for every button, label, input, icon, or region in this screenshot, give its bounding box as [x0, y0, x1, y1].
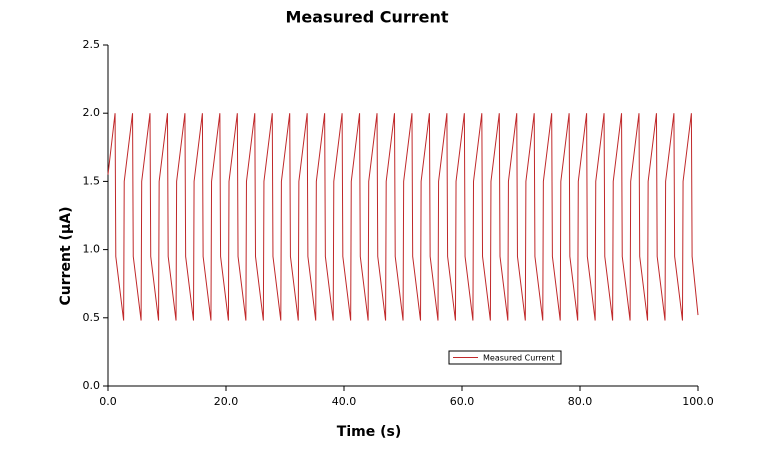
y-tick-label: 2.5 [83, 38, 101, 51]
x-tick-label: 80.0 [568, 395, 593, 408]
x-axis-label: Time (s) [337, 424, 401, 440]
series-line [107, 113, 699, 321]
y-tick-label: 0.0 [83, 379, 101, 392]
legend [448, 350, 562, 365]
y-tick-label: 1.5 [83, 174, 101, 187]
y-tick-label: 0.5 [83, 311, 101, 324]
x-tick-label: 0.0 [99, 395, 117, 408]
y-tick-label: 2.0 [83, 106, 101, 119]
x-tick-label: 60.0 [450, 395, 475, 408]
x-tick-label: 20.0 [214, 395, 239, 408]
legend-label: Measured Current [483, 354, 555, 363]
x-tick-label: 100.0 [682, 395, 714, 408]
y-tick-label: 1.0 [83, 243, 101, 256]
chart-title: Measured Current [285, 8, 448, 27]
y-axis-label: Current (µA) [58, 206, 74, 305]
x-tick-label: 40.0 [332, 395, 357, 408]
